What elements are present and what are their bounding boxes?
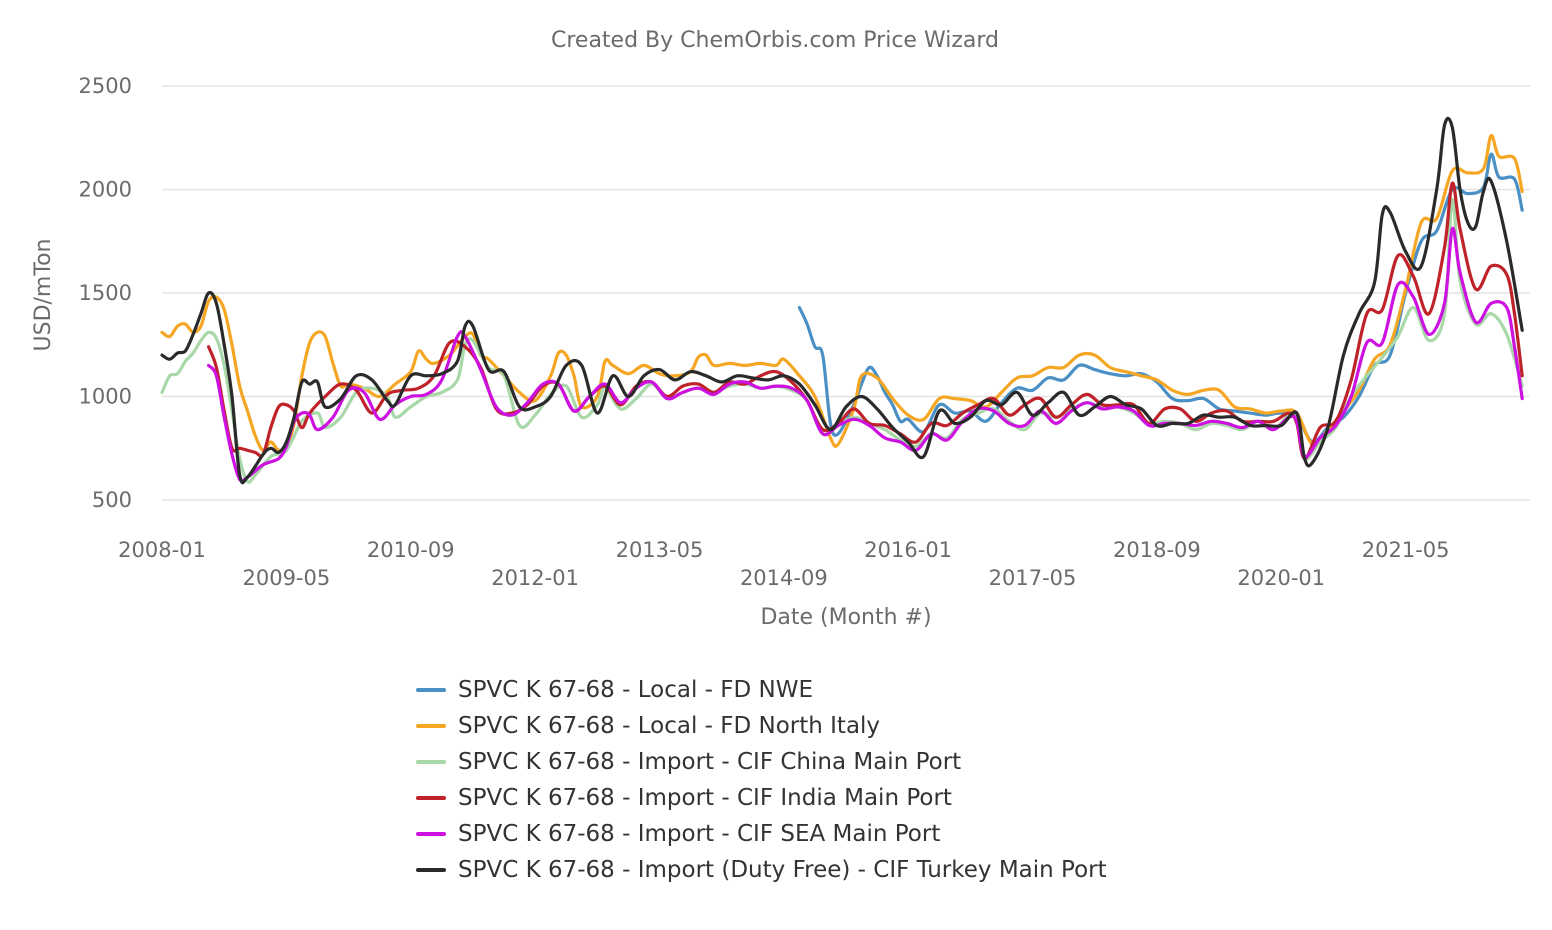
legend-label: SPVC K 67-68 - Local - FD NWE [458,677,813,703]
chart-title: Created By ChemOrbis.com Price Wizard [551,28,999,53]
series-lines [160,116,1524,485]
legend-label: SPVC K 67-68 - Import - CIF India Main P… [458,785,952,811]
y-axis-ticks: 500 1000 1500 2000 2500 [79,74,132,512]
y-axis-title: USD/mTon [31,239,56,352]
x-axis-ticks: 2008-01 2009-05 2010-09 2012-01 2013-05 2014-… [118,538,1449,590]
chart-canvas: Created By ChemOrbis.com Price Wizard 50… [31,28,1530,630]
y-tick-label: 2000 [79,178,132,202]
legend-label: SPVC K 67-68 - Import (Duty Free) - CIF … [458,857,1107,883]
legend: SPVC K 67-68 - Local - FD NWE SPVC K 67-6… [416,672,1107,888]
y-tick-label: 1000 [79,385,132,409]
series-line-2 [160,134,1524,453]
legend-item-1[interactable]: SPVC K 67-68 - Local - FD NWE [416,672,1107,708]
x-tick-label: 2008-01 [118,538,206,562]
x-tick-label: 2014-09 [740,566,828,590]
x-tick-label: 2018-09 [1113,538,1201,562]
legend-swatch [416,760,446,764]
y-tick-label: 500 [92,488,132,512]
x-axis-title: Date (Month #) [760,605,931,630]
legend-swatch [416,868,446,872]
legend-label: SPVC K 67-68 - Import - CIF China Main P… [458,749,962,775]
legend-swatch [416,796,446,800]
x-tick-label: 2010-09 [367,538,455,562]
series-line-6 [160,116,1524,485]
x-tick-label: 2009-05 [242,566,330,590]
x-tick-label: 2013-05 [616,538,704,562]
legend-swatch [416,832,446,836]
y-tick-label: 1500 [79,281,132,305]
x-tick-label: 2017-05 [989,566,1077,590]
legend-swatch [416,688,446,692]
legend-label: SPVC K 67-68 - Local - FD North Italy [458,713,881,739]
x-tick-label: 2016-01 [864,538,952,562]
y-tick-label: 2500 [79,74,132,98]
legend-item-5[interactable]: SPVC K 67-68 - Import - CIF SEA Main Por… [416,816,1107,852]
x-tick-label: 2021-05 [1362,538,1450,562]
legend-item-4[interactable]: SPVC K 67-68 - Import - CIF India Main P… [416,780,1107,816]
series-line-4 [207,181,1524,461]
legend-item-6[interactable]: SPVC K 67-68 - Import (Duty Free) - CIF … [416,852,1107,888]
legend-item-3[interactable]: SPVC K 67-68 - Import - CIF China Main P… [416,744,1107,780]
legend-swatch [416,724,446,728]
x-tick-label: 2012-01 [491,566,579,590]
gridlines [162,85,1530,501]
series-line-5 [207,226,1524,483]
legend-item-2[interactable]: SPVC K 67-68 - Local - FD North Italy [416,708,1107,744]
legend-label: SPVC K 67-68 - Import - CIF SEA Main Por… [458,821,941,847]
x-tick-label: 2020-01 [1237,566,1325,590]
